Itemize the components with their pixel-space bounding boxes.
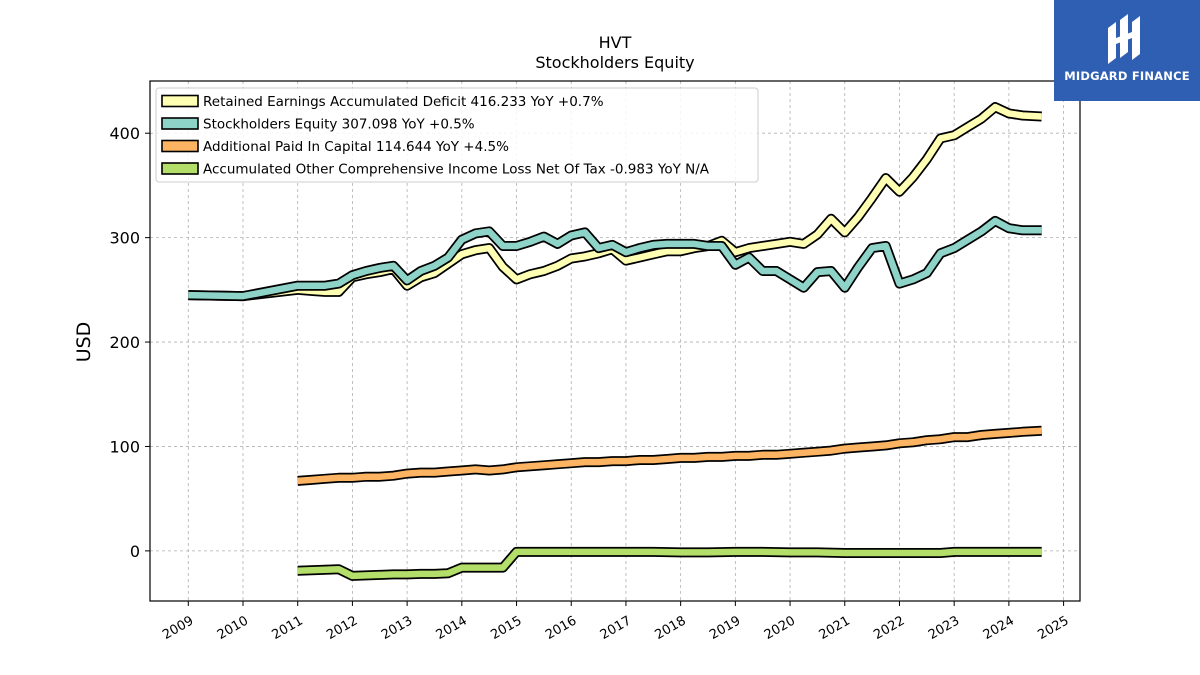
x-tick-label: 2014 — [434, 613, 470, 643]
chart-subtitle: Stockholders Equity — [535, 53, 694, 72]
series-ribbon — [297, 427, 1042, 485]
axes: 0 100 200 300 400 2009 2010 2011 2012 2013 2014 201… — [109, 124, 1071, 643]
x-tick-label: 2019 — [707, 613, 743, 643]
x-tick-label: 2018 — [652, 613, 688, 643]
brand-name: MIDGARD FINANCE — [1064, 69, 1190, 83]
x-tick-label: 2009 — [160, 613, 196, 643]
legend-swatch — [161, 139, 199, 153]
series-ribbon — [188, 217, 1042, 300]
brand-logo: MIDGARD FINANCE — [1054, 0, 1200, 101]
y-tick-label: 200 — [109, 333, 140, 352]
series-2-line — [188, 215, 1042, 302]
chart-title: HVT — [599, 33, 632, 52]
legend-swatch — [161, 117, 199, 130]
series-layer — [188, 102, 1042, 581]
y-tick-label: 0 — [130, 542, 140, 561]
x-tick-label: 2012 — [324, 613, 360, 643]
midgard-logo-icon — [1108, 14, 1140, 64]
y-tick-label: 300 — [109, 229, 140, 248]
series-ribbon — [297, 548, 1042, 580]
x-tick-label: 2020 — [762, 613, 798, 643]
legend-entry: Retained Earnings Accumulated Deficit 41… — [203, 94, 604, 110]
legend: Retained Earnings Accumulated Deficit 41… — [155, 87, 759, 183]
x-tick-label: 2024 — [981, 613, 1017, 643]
x-tick-label: 2013 — [379, 613, 415, 643]
legend-swatch — [161, 162, 199, 175]
x-tick-label: 2016 — [543, 613, 579, 643]
x-tick-label: 2025 — [1035, 613, 1071, 643]
y-axis-label: USD — [73, 322, 95, 363]
x-tick-label: 2021 — [817, 613, 853, 643]
x-tick-label: 2015 — [488, 613, 524, 643]
y-tick-label: 400 — [109, 124, 140, 143]
legend-box — [155, 87, 759, 183]
y-tick-label: 100 — [109, 437, 140, 456]
x-tick-label: 2010 — [215, 613, 251, 643]
x-tick-label: 2011 — [270, 613, 306, 643]
plot-frame — [149, 80, 1081, 602]
x-tick-label: 2022 — [871, 613, 907, 643]
legend-entry: Accumulated Other Comprehensive Income L… — [203, 162, 710, 178]
series-4-line — [297, 546, 1042, 581]
legend-entry: Stockholders Equity 307.098 YoY +0.5% — [203, 117, 475, 133]
x-tick-label: 2023 — [926, 613, 962, 643]
series-3-line — [297, 425, 1042, 486]
x-tick-label: 2017 — [598, 613, 634, 643]
legend-entry: Additional Paid In Capital 114.644 YoY +… — [203, 139, 509, 155]
legend-swatch — [161, 94, 199, 108]
